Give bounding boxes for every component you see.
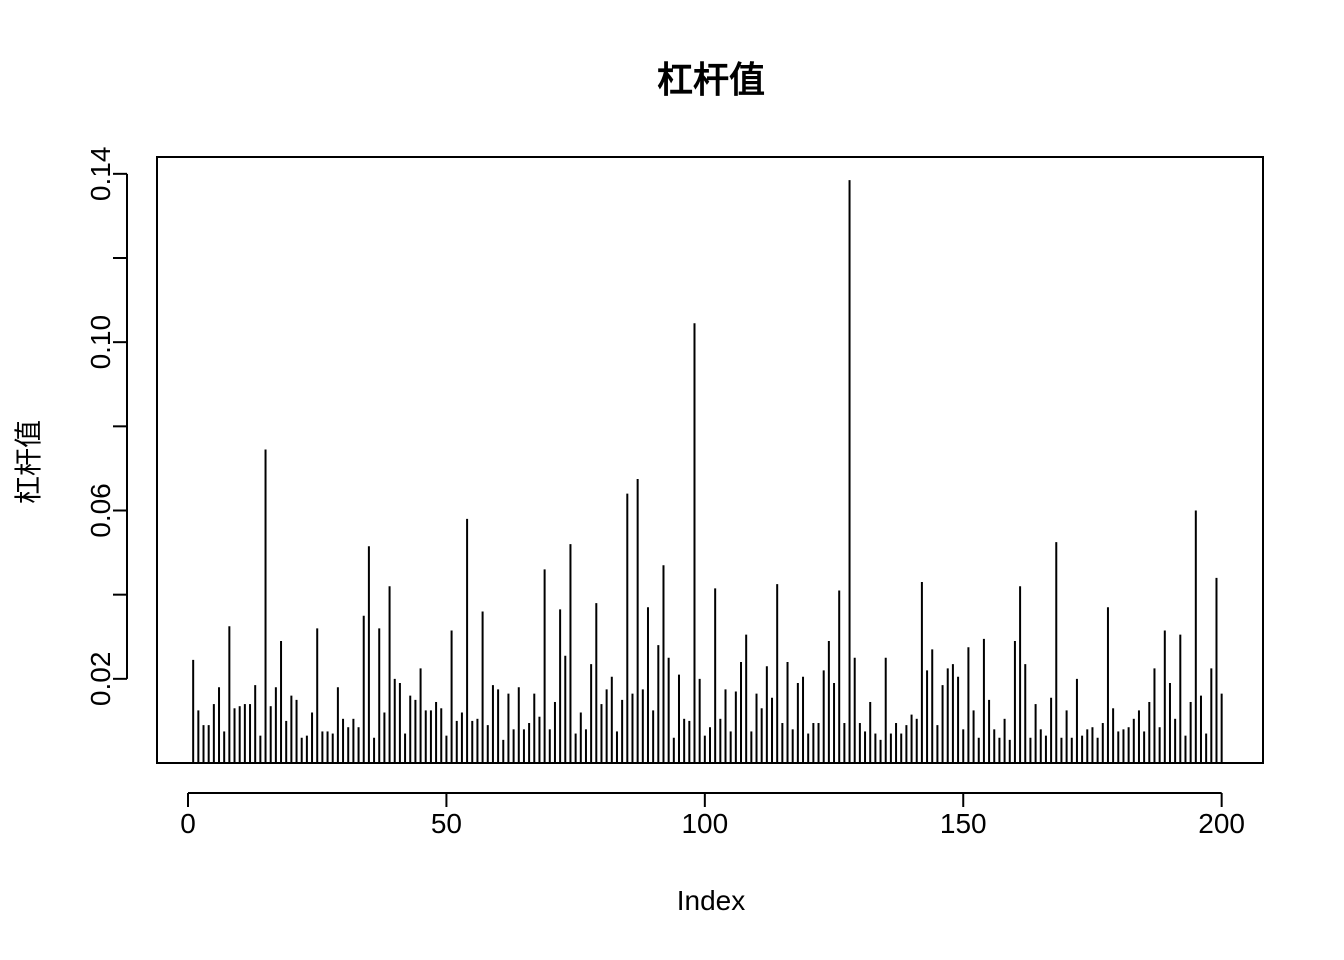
x-tick-label-100: 100 xyxy=(681,808,728,839)
y-axis: 0.02 0.06 0.10 0.14 xyxy=(85,147,128,707)
y-tick-label-0.14: 0.14 xyxy=(85,147,116,202)
x-tick-label-50: 50 xyxy=(431,808,462,839)
x-axis: 0 50 100 150 200 xyxy=(180,792,1245,839)
x-tick-label-200: 200 xyxy=(1198,808,1245,839)
spike-series xyxy=(192,180,1223,763)
x-axis-label: Index xyxy=(677,885,746,916)
y-tick-label-0.06: 0.06 xyxy=(85,483,116,538)
x-tick-label-0: 0 xyxy=(180,808,196,839)
chart-title: 杠杆值 xyxy=(657,60,765,101)
y-tick-label-0.10: 0.10 xyxy=(85,315,116,370)
y-tick-label-0.02: 0.02 xyxy=(85,652,116,707)
x-tick-label-150: 150 xyxy=(940,808,987,839)
plot-frame xyxy=(156,156,1264,764)
y-axis-label: 杠杆值 xyxy=(12,420,45,504)
